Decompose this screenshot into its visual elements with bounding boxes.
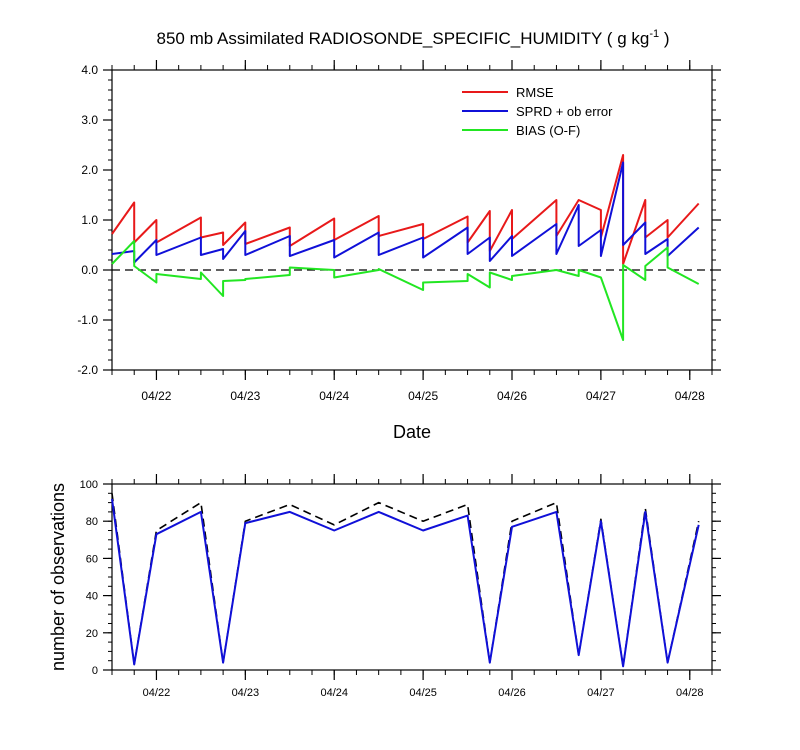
y-tick-label: 60 [86, 553, 98, 565]
title-main: 850 mb Assimilated RADIOSONDE_SPECIFIC_H… [157, 29, 650, 48]
y-axis-label-observations: number of observations [48, 483, 68, 671]
series-line-sprd-ob-error [111, 161, 700, 264]
x-tick-label: 04/22 [141, 389, 171, 403]
top-panel: -2.0-1.00.01.02.03.04.0 04/22 04/23 04/24 0… [77, 60, 721, 442]
y-tick-label: -1.0 [77, 313, 98, 327]
bottom-minor-ticks [108, 479, 716, 675]
y-tick-label: 2.0 [81, 163, 98, 177]
legend-label: RMSE [516, 85, 554, 100]
y-tick-label: 40 [86, 591, 98, 603]
legend-label: SPRD + ob error [516, 104, 613, 119]
chart-title: 850 mb Assimilated RADIOSONDE_SPECIFIC_H… [157, 28, 670, 48]
x-tick-label: 04/28 [675, 389, 705, 403]
y-tick-label: 1.0 [81, 213, 98, 227]
x-tick-label: 04/27 [586, 389, 616, 403]
x-axis-label: Date [393, 422, 431, 442]
y-tick-label: 20 [86, 628, 98, 640]
title-superscript: -1 [649, 28, 659, 40]
x-tick-label: 04/25 [408, 389, 438, 403]
y-tick-label: 3.0 [81, 113, 98, 127]
series-line-assimilated-observations [111, 498, 700, 668]
x-tick-label: 04/28 [676, 687, 704, 699]
x-tick-label: 04/26 [498, 687, 526, 699]
x-tick-label: 04/27 [587, 687, 615, 699]
top-plot-frame [111, 69, 713, 371]
y-tick-label: 0.0 [81, 263, 98, 277]
bottom-y-ticks: 0 20 40 60 80 100 [80, 479, 721, 677]
bottom-series [111, 493, 700, 668]
top-y-ticks: -2.0 -1.0 0.0 1.0 2.0 3.0 4.0 [77, 63, 721, 377]
x-tick-label: 04/22 [143, 687, 171, 699]
x-tick-label: 04/26 [497, 389, 527, 403]
bottom-x-ticks: 04/22 04/23 04/24 04/25 04/26 04/27 04/28 [143, 474, 704, 699]
title-end: ) [659, 29, 669, 48]
x-tick-label: 04/24 [319, 389, 349, 403]
y-tick-label: 0 [92, 665, 98, 677]
y-tick-label: 4.0 [81, 63, 98, 77]
legend-label: BIAS (O-F) [516, 123, 580, 138]
top-series [111, 154, 700, 341]
top-minor-ticks [108, 65, 716, 375]
series-line-bias-o-f [111, 240, 700, 341]
top-x-ticks: 04/22 04/23 04/24 04/25 04/26 04/27 04/28 [141, 60, 705, 403]
x-tick-label: 04/23 [230, 389, 260, 403]
x-tick-label: 04/23 [232, 687, 260, 699]
x-tick-label: 04/24 [320, 687, 348, 699]
x-tick-label: 04/25 [409, 687, 437, 699]
y-tick-label: 80 [86, 516, 98, 528]
y-tick-label: -2.0 [77, 363, 98, 377]
legend: RMSE SPRD + ob error BIAS (O-F) [462, 85, 613, 138]
y-tick-label: 100 [80, 479, 98, 491]
